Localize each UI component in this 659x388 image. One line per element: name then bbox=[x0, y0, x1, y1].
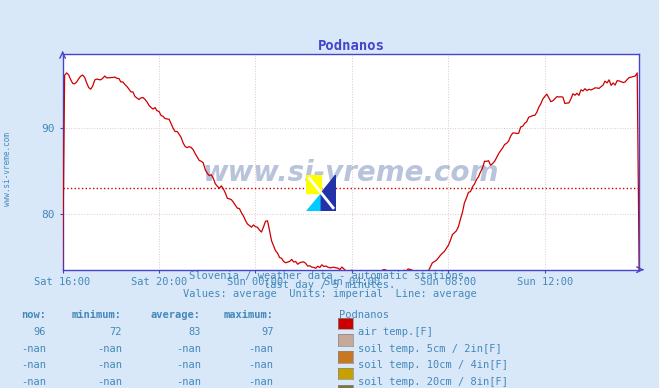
Text: -nan: -nan bbox=[21, 377, 46, 387]
Text: last day / 5 minutes.: last day / 5 minutes. bbox=[264, 280, 395, 290]
Text: Values: average  Units: imperial  Line: average: Values: average Units: imperial Line: av… bbox=[183, 289, 476, 299]
Text: average:: average: bbox=[151, 310, 201, 320]
Text: maximum:: maximum: bbox=[223, 310, 273, 320]
Bar bbox=[306, 175, 322, 193]
Text: now:: now: bbox=[21, 310, 46, 320]
Text: -nan: -nan bbox=[97, 360, 122, 371]
Text: soil temp. 20cm / 8in[F]: soil temp. 20cm / 8in[F] bbox=[358, 377, 508, 387]
Text: www.si-vreme.com: www.si-vreme.com bbox=[3, 132, 13, 206]
Text: soil temp. 5cm / 2in[F]: soil temp. 5cm / 2in[F] bbox=[358, 344, 501, 354]
Text: -nan: -nan bbox=[97, 377, 122, 387]
Text: -nan: -nan bbox=[176, 377, 201, 387]
Text: -nan: -nan bbox=[248, 344, 273, 354]
Text: minimum:: minimum: bbox=[72, 310, 122, 320]
Text: air temp.[F]: air temp.[F] bbox=[358, 327, 433, 337]
Text: Slovenia / weather data - automatic stations.: Slovenia / weather data - automatic stat… bbox=[189, 270, 470, 281]
Text: -nan: -nan bbox=[248, 360, 273, 371]
Text: 72: 72 bbox=[109, 327, 122, 337]
Polygon shape bbox=[322, 175, 336, 211]
Text: -nan: -nan bbox=[176, 344, 201, 354]
Text: soil temp. 10cm / 4in[F]: soil temp. 10cm / 4in[F] bbox=[358, 360, 508, 371]
Text: 96: 96 bbox=[34, 327, 46, 337]
Text: -nan: -nan bbox=[176, 360, 201, 371]
Text: 97: 97 bbox=[261, 327, 273, 337]
Text: -nan: -nan bbox=[21, 360, 46, 371]
Polygon shape bbox=[306, 193, 322, 211]
Text: Podnanos: Podnanos bbox=[339, 310, 389, 320]
Text: -nan: -nan bbox=[21, 344, 46, 354]
Title: Podnanos: Podnanos bbox=[318, 39, 384, 53]
Text: -nan: -nan bbox=[97, 344, 122, 354]
Text: 83: 83 bbox=[188, 327, 201, 337]
Text: -nan: -nan bbox=[248, 377, 273, 387]
Text: www.si-vreme.com: www.si-vreme.com bbox=[203, 159, 499, 187]
